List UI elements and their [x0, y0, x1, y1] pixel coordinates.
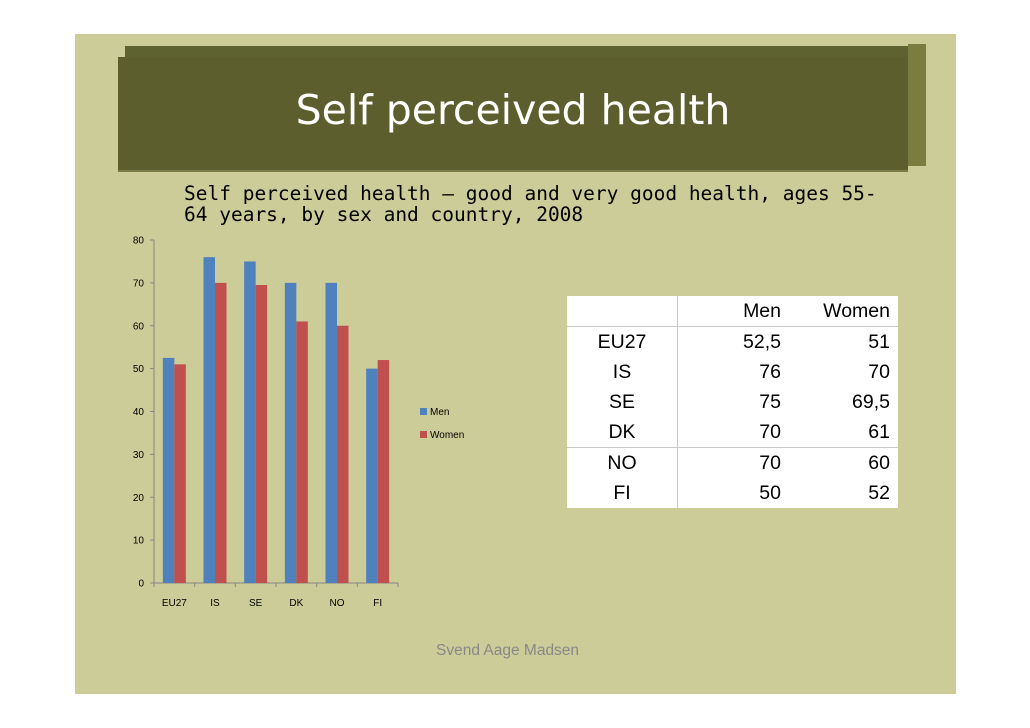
x-tick-label: FI — [373, 598, 382, 609]
table-cell: 70 — [868, 360, 890, 383]
y-tick-label: 50 — [133, 364, 145, 375]
table-row: FI 50 52 — [567, 478, 898, 508]
table-cell: 75 — [759, 390, 781, 413]
x-tick-label: IS — [210, 598, 220, 609]
y-tick-label: 60 — [133, 321, 145, 332]
bar-men-fi — [366, 368, 378, 583]
bar-men-dk — [284, 282, 297, 583]
table-header-cell — [567, 296, 678, 327]
table-cell: 50 — [759, 481, 781, 504]
bar-women-eu27 — [174, 364, 186, 583]
bar-women-fi — [377, 360, 390, 583]
bar-women-is — [215, 282, 227, 583]
table-cell: 52 — [868, 481, 890, 504]
y-tick-label: 0 — [138, 579, 144, 590]
chart-subtitle: Self perceived health – good and very go… — [184, 183, 884, 225]
table-row: NO 70 60 — [567, 447, 898, 478]
bar-women-se — [255, 285, 268, 583]
y-tick-label: 70 — [133, 278, 145, 289]
table-cell: 70 — [759, 451, 781, 474]
bar-men-no — [325, 282, 337, 583]
data-table: Men Women EU27 52,5 51 IS 76 70 SE 75 69,5 DK 7… — [567, 296, 898, 508]
x-tick-label: NO — [330, 598, 345, 609]
table-cell: FI — [567, 478, 678, 508]
table-cell: 51 — [868, 330, 890, 353]
subtitle-line-2: 64 years, by sex and country, 2008 — [184, 203, 584, 226]
table-cell: 69,5 — [852, 390, 890, 413]
table-cell: 70 — [759, 420, 781, 443]
table-cell: 61 — [868, 420, 890, 443]
y-tick-label: 40 — [133, 407, 145, 418]
title-banner — [118, 57, 908, 172]
x-tick-label: EU27 — [162, 598, 187, 609]
subtitle-line-1: Self perceived health – good and very go… — [184, 182, 877, 205]
legend-swatch-men — [420, 408, 427, 415]
bar-women-no — [337, 325, 349, 583]
table-cell: 52,5 — [743, 330, 781, 353]
legend-swatch-women — [420, 431, 427, 438]
table-row: IS 76 70 — [567, 357, 898, 387]
table-header-row: Men Women — [567, 296, 898, 327]
table-header-cell: Men — [743, 299, 781, 322]
table-row: DK 70 61 — [567, 417, 898, 448]
legend-label-women: Women — [430, 430, 464, 441]
bar-men-is — [203, 257, 215, 583]
table-cell: SE — [567, 387, 678, 417]
table-row: SE 75 69,5 — [567, 387, 898, 417]
slide-title: Self perceived health — [295, 86, 731, 134]
title-side-bevel — [908, 44, 926, 166]
x-tick-label: DK — [289, 598, 303, 609]
table-row: EU27 52,5 51 — [567, 326, 898, 357]
y-tick-label: 80 — [133, 236, 145, 247]
bar-men-se — [244, 261, 256, 583]
table-cell: NO — [567, 447, 678, 478]
table-cell: DK — [567, 417, 678, 448]
bar-men-eu27 — [162, 357, 175, 583]
table-header-cell: Women — [823, 299, 890, 322]
legend-label-men: Men — [430, 407, 449, 418]
table-cell: EU27 — [567, 326, 678, 357]
y-tick-label: 10 — [133, 536, 145, 547]
table-cell: IS — [567, 357, 678, 387]
table-cell: 76 — [759, 360, 781, 383]
table-cell: 60 — [868, 451, 890, 474]
author-footer: Svend Aage Madsen — [436, 642, 580, 659]
x-tick-label: SE — [249, 598, 263, 609]
bar-women-dk — [296, 321, 308, 583]
y-tick-label: 20 — [133, 493, 145, 504]
y-tick-label: 30 — [133, 450, 145, 461]
